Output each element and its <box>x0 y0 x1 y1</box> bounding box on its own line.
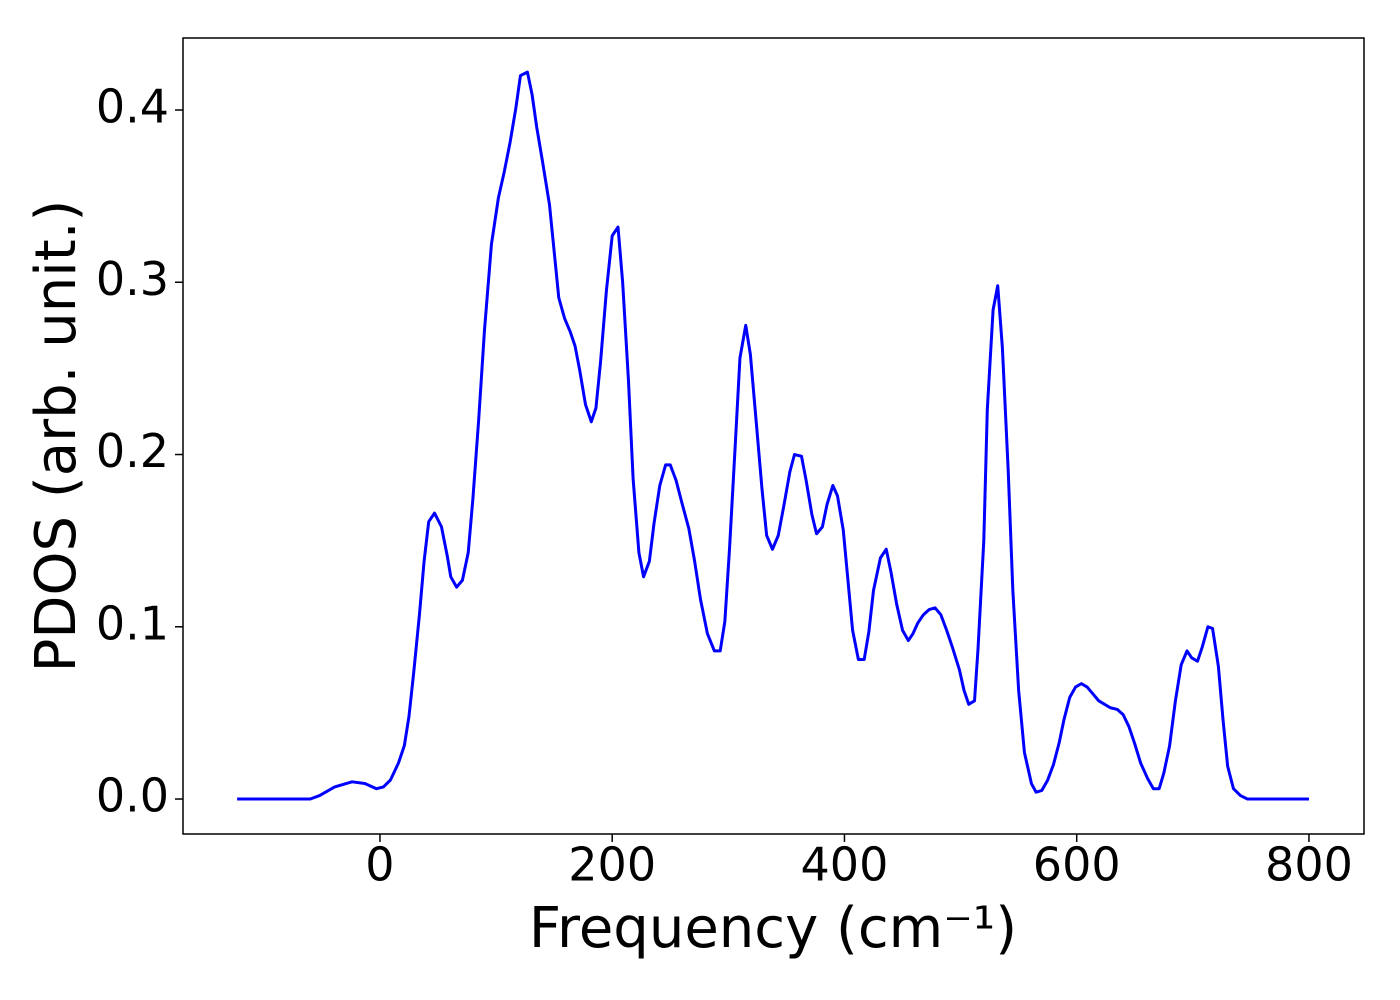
plot-frame <box>182 37 1365 835</box>
y-tick-label: 0.0 <box>96 769 169 823</box>
y-tick-label: 0.2 <box>96 424 169 478</box>
x-tick-label: 400 <box>801 838 889 892</box>
y-tick-label: 0.3 <box>96 252 169 306</box>
x-tick-label: 600 <box>1033 838 1121 892</box>
x-tick-label: 200 <box>568 838 656 892</box>
x-tick-label: 0 <box>365 838 394 892</box>
x-axis-label: Frequency (cm⁻¹) <box>529 896 1017 961</box>
x-tick-label: 800 <box>1265 838 1353 892</box>
data-line <box>237 70 1309 801</box>
y-tick-label: 0.1 <box>96 596 169 650</box>
y-tick-label: 0.4 <box>96 80 169 134</box>
y-axis-label: PDOS (arb. unit.) <box>24 200 89 673</box>
